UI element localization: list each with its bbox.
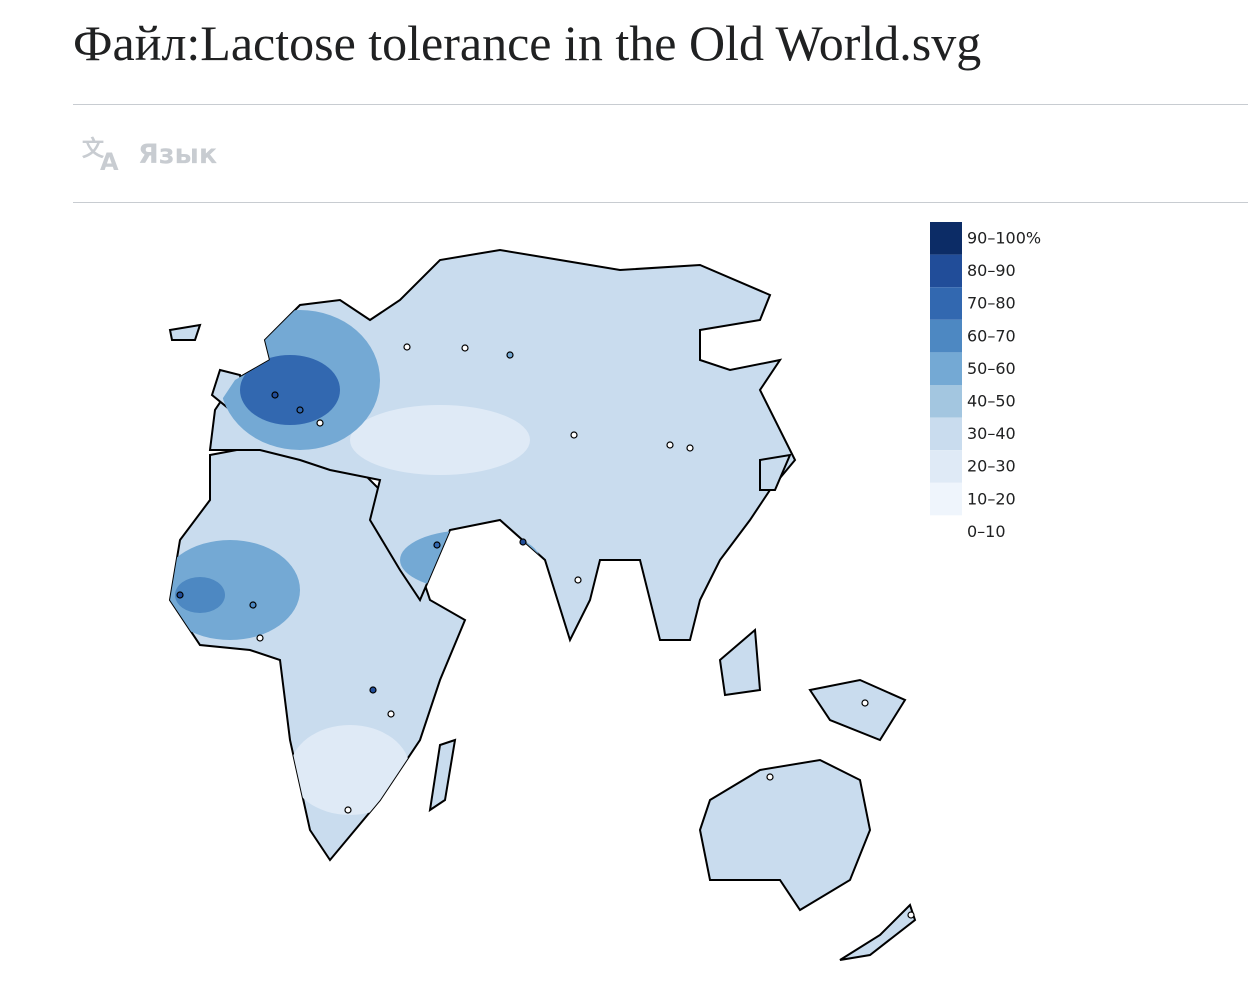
legend: 90–100% 80–90 70–80 60–70 50–60 40–50 30–40 20–…	[930, 222, 1041, 548]
legend-swatch	[930, 222, 962, 255]
legend-swatch	[930, 254, 962, 288]
legend-swatch	[930, 482, 962, 516]
legend-label: 50–60	[967, 359, 1016, 378]
legend-swatch	[930, 352, 962, 385]
legend-label: 40–50	[967, 392, 1016, 411]
legend-label: 90–100%	[967, 229, 1041, 248]
legend-label: 10–20	[967, 489, 1016, 508]
svg-text:文: 文	[82, 136, 105, 162]
legend-label: 80–90	[967, 261, 1016, 280]
legend-swatch	[930, 319, 962, 353]
page-title: Файл:Lactose tolerance in the Old World.…	[73, 15, 982, 71]
legend-label: 20–30	[967, 457, 1016, 476]
legend-swatch	[930, 515, 962, 548]
language-icon: 文A	[82, 136, 119, 172]
legend-label: 0–10	[967, 522, 1006, 541]
legend-label: 70–80	[967, 294, 1016, 313]
legend-swatch	[930, 385, 962, 418]
legend-label: 60–70	[967, 326, 1016, 345]
legend-swatch	[930, 417, 962, 451]
sample-points	[176, 343, 915, 919]
svg-text:A: A	[100, 148, 119, 172]
divider	[73, 202, 1248, 203]
legend-swatch	[930, 287, 962, 320]
map: 90–100% 80–90 70–80 60–70 50–60 40–50 30–40 20–…	[168, 222, 1041, 961]
divider	[73, 104, 1248, 105]
legend-label: 30–40	[967, 424, 1016, 443]
language-label: Язык	[138, 138, 218, 170]
legend-swatch	[930, 450, 962, 483]
